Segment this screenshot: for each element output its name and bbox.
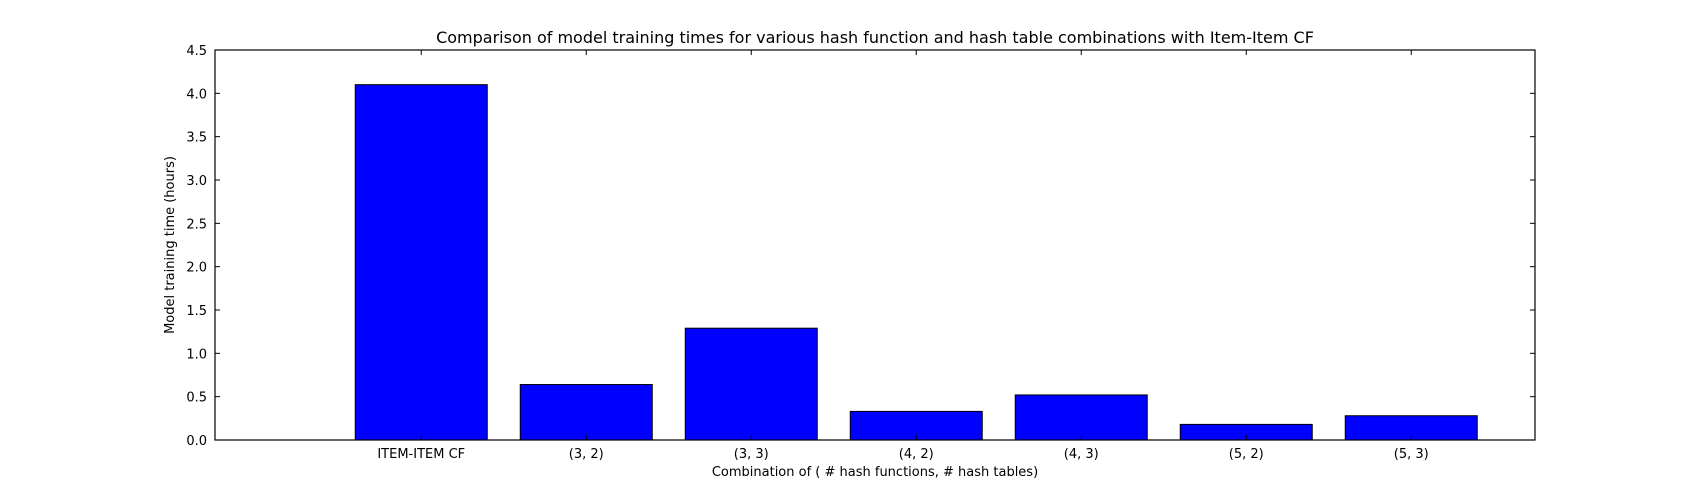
y-tick-label: 4.0 — [186, 87, 207, 102]
x-tick-label: (5, 2) — [1229, 447, 1264, 462]
chart-title: Comparison of model training times for v… — [436, 28, 1314, 47]
x-tick-label: (3, 3) — [734, 447, 769, 462]
ticks-group: ITEM-ITEM CF (3, 2) (3, 3) (4, 2) (4, 3) (5, … — [186, 44, 1535, 462]
y-tick-label: 4.5 — [186, 44, 207, 59]
bars-group — [354, 84, 1478, 441]
x-tick-label: (4, 2) — [899, 447, 934, 462]
x-tick-label: (4, 3) — [1064, 447, 1099, 462]
bar-4 — [1014, 394, 1148, 441]
y-tick-label: 2.5 — [186, 217, 207, 232]
y-tick-label: 0.5 — [186, 391, 207, 406]
y-tick-label: 2.0 — [186, 261, 207, 276]
x-tick-label: (3, 2) — [569, 447, 604, 462]
y-tick-label: 3.0 — [186, 174, 207, 189]
y-tick-label: 3.5 — [186, 131, 207, 146]
y-tick-label: 0.0 — [186, 434, 207, 449]
x-tick-label: (5, 3) — [1394, 447, 1429, 462]
x-tick-label: ITEM-ITEM CF — [377, 447, 465, 462]
x-axis-label: Combination of ( # hash functions, # has… — [712, 465, 1038, 480]
plot-frame — [214, 49, 1536, 441]
y-tick-label: 1.0 — [186, 347, 207, 362]
bar-1 — [519, 384, 653, 441]
y-tick-label: 1.5 — [186, 304, 207, 319]
bar-2 — [684, 327, 818, 441]
bar-0 — [354, 84, 488, 441]
y-axis-label: Model training time (hours) — [163, 156, 178, 334]
